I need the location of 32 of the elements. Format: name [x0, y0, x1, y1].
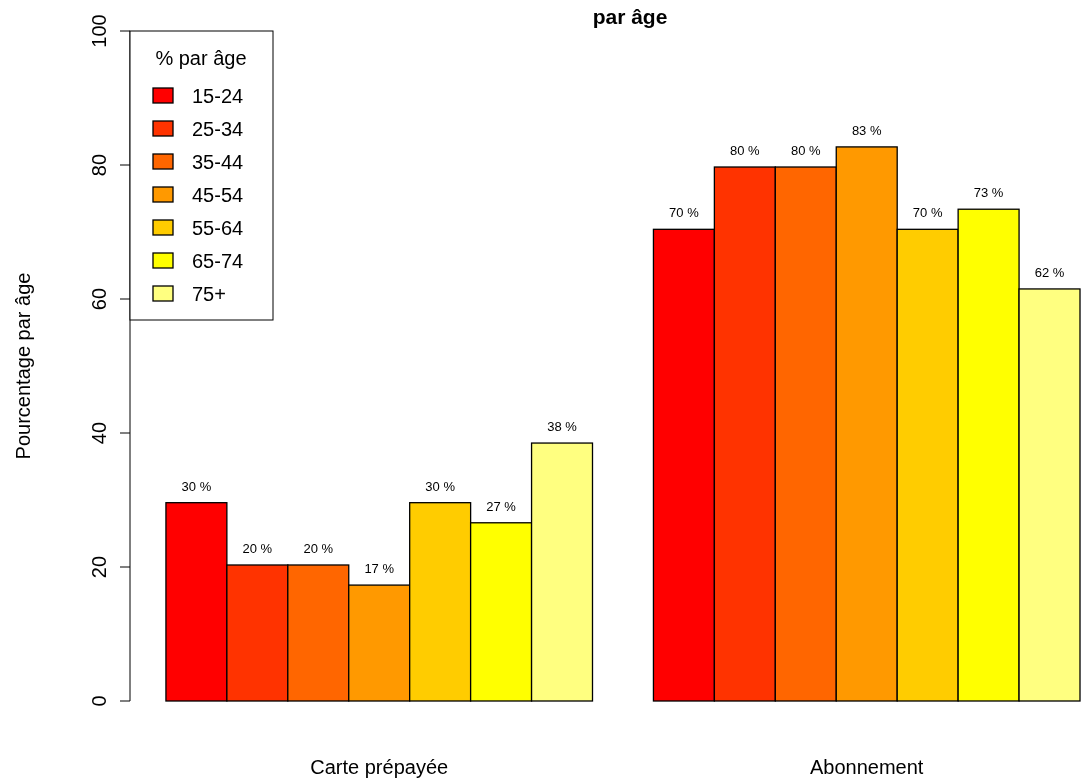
data-label: 73 % — [973, 185, 1004, 201]
legend-label: 25-34 — [192, 118, 244, 140]
data-label: 30 % — [425, 478, 456, 494]
data-label: 30 % — [181, 478, 212, 494]
y-tick-label: 100 — [88, 14, 110, 48]
data-label: 17 % — [364, 561, 395, 577]
data-label: 20 % — [242, 540, 273, 556]
y-axis-title: Pourcentage par âge — [12, 272, 34, 460]
legend-title: % par âge — [155, 47, 247, 69]
data-label: 70 % — [669, 205, 700, 221]
legend-label: 15-24 — [192, 85, 244, 107]
legend-label: 35-44 — [192, 151, 244, 173]
x-tick-label: Abonnement — [810, 756, 924, 778]
data-label: 80 % — [790, 143, 822, 159]
y-tick-label: 40 — [88, 421, 110, 445]
legend-label: 65-74 — [192, 250, 244, 272]
data-label: 83 % — [851, 122, 882, 138]
y-tick-label: 20 — [88, 555, 110, 579]
chart-title: par âge — [592, 5, 668, 28]
x-tick-label: Carte prépayée — [310, 756, 449, 778]
data-label: 20 % — [303, 540, 334, 556]
data-label: 62 % — [1034, 264, 1065, 280]
legend-label: 45-54 — [192, 184, 244, 206]
legend-label: 55-64 — [192, 217, 244, 239]
data-label: 80 % — [730, 143, 761, 159]
y-tick-label: 0 — [88, 695, 110, 707]
y-tick-label: 80 — [88, 153, 110, 177]
data-label: 38 % — [547, 419, 578, 435]
data-label: 27 % — [486, 498, 517, 514]
data-label: 70 % — [912, 205, 943, 221]
y-tick-label: 60 — [88, 287, 110, 311]
legend-label: 75+ — [192, 283, 226, 305]
